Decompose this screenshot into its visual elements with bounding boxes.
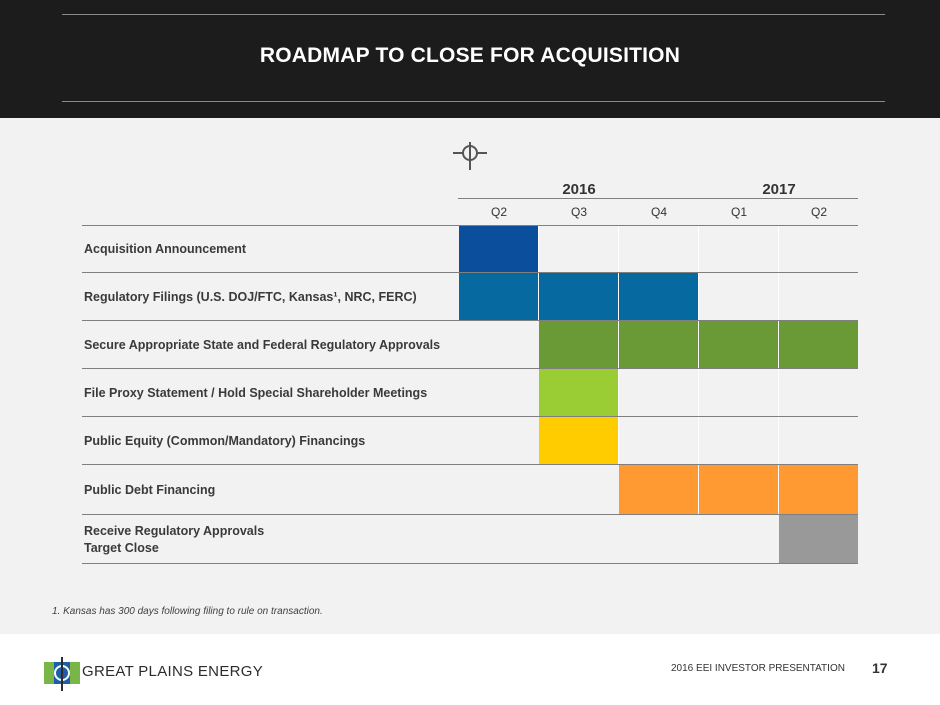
timeline-bar-cell [619,321,698,368]
column-separator [778,321,779,368]
title-banner: ROADMAP TO CLOSE FOR ACQUISITION [0,0,940,118]
column-separator [778,273,779,320]
column-separator [698,321,699,368]
row-divider [82,225,858,226]
timeline-bar-cell [459,273,538,320]
timeline-bar-cell [539,321,618,368]
task-label-regulatory-filings: Regulatory Filings (U.S. DOJ/FTC, Kansas… [84,290,417,304]
timeline-bar-cell [699,321,778,368]
timeline-bar-cell [619,273,698,320]
row-divider [82,320,858,321]
quarter-header: Q1 [730,205,747,219]
timeline-bar-cell [539,369,618,416]
company-logo-icon [44,657,80,691]
column-separator [538,226,539,272]
timeline-bar-cell [699,465,778,514]
task-label-receive-approvals: Receive Regulatory Approvals [84,524,265,538]
column-separator [618,369,619,416]
task-label-public-equity: Public Equity (Common/Mandatory) Financi… [84,434,366,448]
column-separator [778,369,779,416]
banner-bottom-rule [62,101,885,102]
column-separator [698,417,699,464]
column-separator [778,417,779,464]
quarter-header: Q2 [810,205,827,219]
quarter-header: Q2 [490,205,507,219]
year-label-2017: 2017 [762,181,796,198]
column-separator [698,226,699,272]
row-divider [82,464,858,465]
column-separator [618,226,619,272]
column-separator [698,369,699,416]
timeline-bar-cell [779,321,858,368]
timeline-bar-cell [539,273,618,320]
column-separator [618,417,619,464]
row-divider [82,416,858,417]
company-name: GREAT PLAINS ENERGY [82,663,264,680]
row-divider [82,272,858,273]
banner-top-rule [62,14,885,15]
task-label-proxy-statement: File Proxy Statement / Hold Special Shar… [84,386,428,400]
footnote: 1. Kansas has 300 days following filing … [52,606,323,617]
timeline-bar-cell [459,226,538,272]
row-divider [82,563,858,564]
column-separator [778,465,779,514]
page-title: ROADMAP TO CLOSE FOR ACQUISITION [259,44,681,67]
column-separator [698,273,699,320]
column-separator [698,465,699,514]
timeline-bar-cell [779,515,858,563]
task-label-acquisition-announcement: Acquisition Announcement [84,242,247,256]
column-separator [618,321,619,368]
row-divider [82,514,858,515]
timeline-bar-cell [619,465,698,514]
column-separator [618,273,619,320]
page-number: 17 [872,660,888,676]
timeline-bar-cell [779,465,858,514]
presentation-name: 2016 EEI INVESTOR PRESENTATION [671,663,845,674]
row-divider [82,368,858,369]
quarter-header: Q4 [650,205,667,219]
year-header-rule [458,198,858,199]
company-emblem-icon [453,142,487,170]
task-label-target-close: Target Close [84,541,159,555]
task-label-regulatory-approvals: Secure Appropriate State and Federal Reg… [84,338,441,352]
column-separator [778,226,779,272]
timeline-bar-cell [539,417,618,464]
column-separator [538,273,539,320]
task-label-public-debt: Public Debt Financing [84,483,216,497]
year-label-2016: 2016 [562,181,596,198]
quarter-header: Q3 [570,205,587,219]
